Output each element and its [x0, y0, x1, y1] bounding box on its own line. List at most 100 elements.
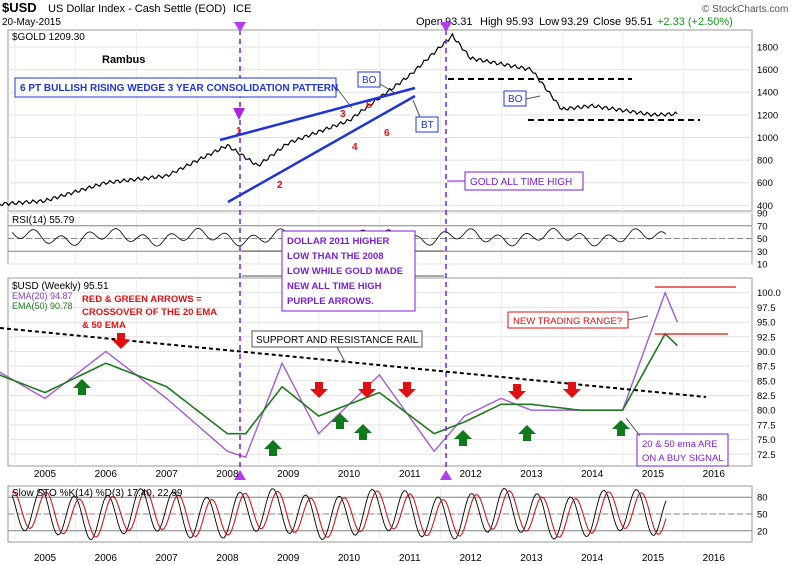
- sto-panel-title: Slow STO %K(14) %D(3) 17.40, 22.99: [12, 488, 183, 499]
- x-tick-label: 2008: [216, 553, 239, 564]
- sto-d-line: [11, 489, 667, 539]
- usd-tick-label: 97.5: [757, 303, 776, 314]
- dollar-note-line-3: LOW WHILE GOLD MADE: [287, 266, 403, 277]
- usd-tick-label: 85.0: [757, 376, 776, 387]
- x-tick-label: 2010: [338, 469, 361, 480]
- dollar-note-line-1: DOLLAR 2011 HIGHER: [287, 236, 390, 247]
- x-tick-label: 2015: [642, 469, 665, 480]
- buy-signal-note: 20 & 50 ema ARE ON A BUY SIGNAL: [642, 439, 724, 464]
- gold-panel-title: $GOLD 1209.30: [12, 32, 85, 43]
- gold-tick-label: 1600: [757, 65, 778, 76]
- change-value: +2.33 (+2.50%): [657, 16, 733, 28]
- range-label: NEW TRADING RANGE?: [513, 316, 622, 327]
- gold-tick-label: 1400: [757, 88, 778, 99]
- x-tick-label: 2011: [399, 469, 421, 480]
- x-tick-label: 2013: [520, 553, 543, 564]
- wedge-point-5: 5: [366, 100, 372, 111]
- usd-tick-label: 90.0: [757, 347, 776, 358]
- x-tick-label: 2014: [581, 469, 604, 480]
- usd-tick-label: 77.5: [757, 420, 776, 431]
- x-axis: 2005 2005 2006 2006 2007 2007 2008 2008 2009 2009…: [34, 469, 725, 564]
- wedge-point-6: 6: [384, 128, 390, 139]
- sto-tick-label: 80: [757, 493, 768, 504]
- crossover-line-3: & 50 EMA: [82, 320, 126, 331]
- red-arrow-6: [563, 382, 581, 398]
- green-arrow-4: [354, 424, 372, 440]
- author-label: Rambus: [102, 54, 145, 66]
- wedge-lower-line: [227, 94, 416, 204]
- green-arrow-1: [73, 379, 91, 395]
- bo-box-1: [357, 71, 381, 88]
- dollar-note-line-5: PURPLE ARROWS.: [287, 296, 374, 307]
- rsi-tick-label: 50: [757, 234, 768, 245]
- sto-tick-label: 50: [757, 510, 768, 521]
- dollar-note-line-2: LOW THAN THE 2008: [287, 251, 384, 262]
- bo-label-2: BO: [508, 94, 523, 105]
- low-value: 93.29: [561, 16, 589, 28]
- bt-box: [415, 116, 439, 133]
- chart-date: 20-May-2015: [2, 17, 61, 28]
- high-value: 95.93: [506, 16, 534, 28]
- gold-tick-label: 800: [757, 156, 773, 167]
- x-tick-label: 2009: [277, 469, 300, 480]
- usd-panel-title: $USD (Weekly) 95.51: [12, 281, 109, 292]
- open-value: 93.31: [445, 16, 473, 28]
- wedge-point-4: 4: [352, 142, 358, 153]
- usd-series-2: [0, 332, 678, 435]
- x-tick-label: 2005: [34, 469, 57, 480]
- chart-name: US Dollar Index - Cash Settle (EOD): [48, 3, 226, 15]
- x-tick-label: 2007: [155, 553, 178, 564]
- rsi-panel-title: RSI(14) 55.79: [12, 215, 75, 226]
- gold-tick-label: 1200: [757, 110, 778, 121]
- x-tick-label: 2009: [277, 553, 300, 564]
- x-tick-label: 2012: [459, 553, 482, 564]
- green-arrow-5: [454, 430, 472, 446]
- x-tick-label: 2006: [95, 469, 118, 480]
- ema50-legend: EMA(50) 90.78: [12, 301, 73, 311]
- usd-tick-label: 82.5: [757, 391, 776, 402]
- crossover-line-1: RED & GREEN ARROWS =: [82, 294, 202, 305]
- rsi-tick-label: 90: [757, 209, 768, 220]
- red-arrow-5: [508, 384, 526, 400]
- high-label: High: [480, 16, 503, 28]
- rail-pointer: [336, 346, 346, 363]
- green-arrows: [73, 379, 630, 456]
- close-label: Close: [593, 16, 621, 28]
- watermark: © StockCharts.com: [702, 4, 788, 15]
- buy-signal-line-2: ON A BUY SIGNAL: [642, 453, 724, 464]
- purple-arrow-bottom-2: [440, 470, 452, 480]
- gold-series-1: [0, 32, 678, 207]
- purple-arrow-top-2: [440, 22, 452, 32]
- crossover-note: RED & GREEN ARROWS = CROSSOVER OF THE 20…: [82, 294, 219, 331]
- x-tick-label: 2016: [703, 469, 726, 480]
- green-arrow-3: [331, 413, 349, 429]
- usd-tick-label: 80.0: [757, 406, 776, 417]
- bt-label: BT: [421, 120, 434, 131]
- sto-tick-label: 20: [757, 526, 768, 537]
- bt-pointer: [412, 99, 421, 118]
- x-tick-label: 2008: [216, 469, 239, 480]
- ohlc-readout: Open 93.31 High 95.93 Low 93.29 Close 95…: [416, 16, 733, 28]
- x-tick-label: 2011: [399, 553, 421, 564]
- x-tick-label: 2006: [95, 553, 118, 564]
- crossover-line-2: CROSSOVER OF THE 20 EMA: [82, 307, 217, 318]
- x-tick-label: 2014: [581, 553, 604, 564]
- gold-tick-label: 400: [757, 201, 773, 212]
- bo-pointer-1: [379, 83, 396, 94]
- ath-label: GOLD ALL TIME HIGH: [470, 177, 572, 188]
- x-tick-label: 2005: [34, 553, 57, 564]
- purple-arrow-bottom-1: [234, 470, 246, 480]
- x-tick-label: 2007: [155, 469, 178, 480]
- green-arrow-7: [612, 420, 630, 436]
- x-tick-label: 2010: [338, 553, 361, 564]
- purple-arrow-top-1: [234, 22, 246, 32]
- usd-tick-label: 95.0: [757, 318, 776, 329]
- chart-exchange: ICE: [233, 3, 251, 15]
- rail-label: SUPPORT AND RESISTANCE RAIL: [256, 335, 419, 346]
- red-arrows: [112, 333, 581, 400]
- x-tick-label: 2016: [703, 553, 726, 564]
- x-tick-label: 2015: [642, 553, 665, 564]
- usd-tick-label: 72.5: [757, 450, 776, 461]
